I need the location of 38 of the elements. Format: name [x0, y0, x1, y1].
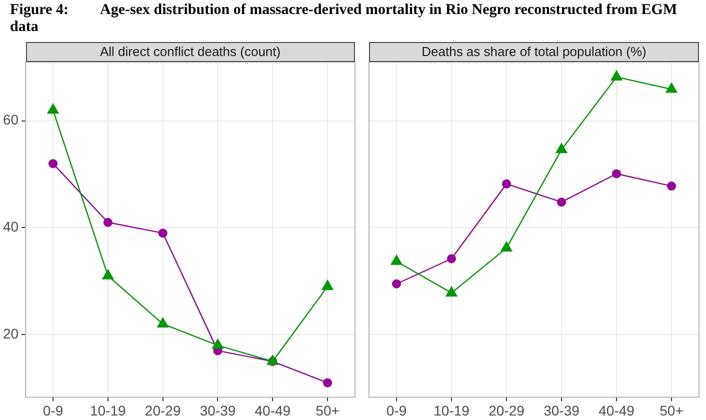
chart-title: Deaths as share of total population (%): [369, 42, 699, 62]
point: [103, 218, 112, 227]
x-tick-label: 50+: [316, 402, 340, 418]
point: [502, 179, 511, 188]
x-tick-label: 20-29: [144, 402, 181, 418]
x-tick-label: 0-9: [42, 402, 64, 418]
y-tick-label: 40: [2, 218, 19, 235]
y-tick-label: 20: [2, 326, 19, 342]
x-tick-label: 0-9: [386, 402, 407, 418]
x-tick-label: 30-39: [544, 402, 580, 418]
point: [557, 198, 566, 207]
point: [612, 169, 621, 178]
y-tick-label: 60: [2, 112, 19, 128]
point: [102, 268, 114, 280]
point: [447, 254, 456, 264]
x-tick-label: 10-19: [90, 402, 126, 418]
point: [392, 279, 401, 288]
x-tick-label: 20-29: [488, 402, 525, 418]
point: [48, 159, 58, 168]
chart-title: All direct conflict deaths (count): [26, 42, 355, 62]
point: [212, 338, 224, 349]
point: [555, 142, 568, 154]
point: [667, 182, 676, 191]
point: [321, 280, 334, 290]
x-tick-label: 30-39: [200, 402, 236, 418]
point: [46, 103, 60, 114]
point: [323, 378, 332, 388]
point: [266, 354, 279, 365]
point: [156, 316, 169, 328]
x-tick-label: 10-19: [434, 402, 470, 418]
point: [500, 241, 513, 252]
point: [665, 82, 678, 93]
x-tick-label: 40-49: [254, 402, 291, 418]
caption: Figure 4: Age-sex distribution of massacre-derived mortality in Rio Negro reconstructed from EGM data: [10, 2, 678, 36]
point: [158, 228, 168, 238]
x-tick-label: 40-49: [598, 402, 635, 418]
point: [610, 70, 623, 80]
x-tick-label: 50+: [660, 402, 684, 418]
